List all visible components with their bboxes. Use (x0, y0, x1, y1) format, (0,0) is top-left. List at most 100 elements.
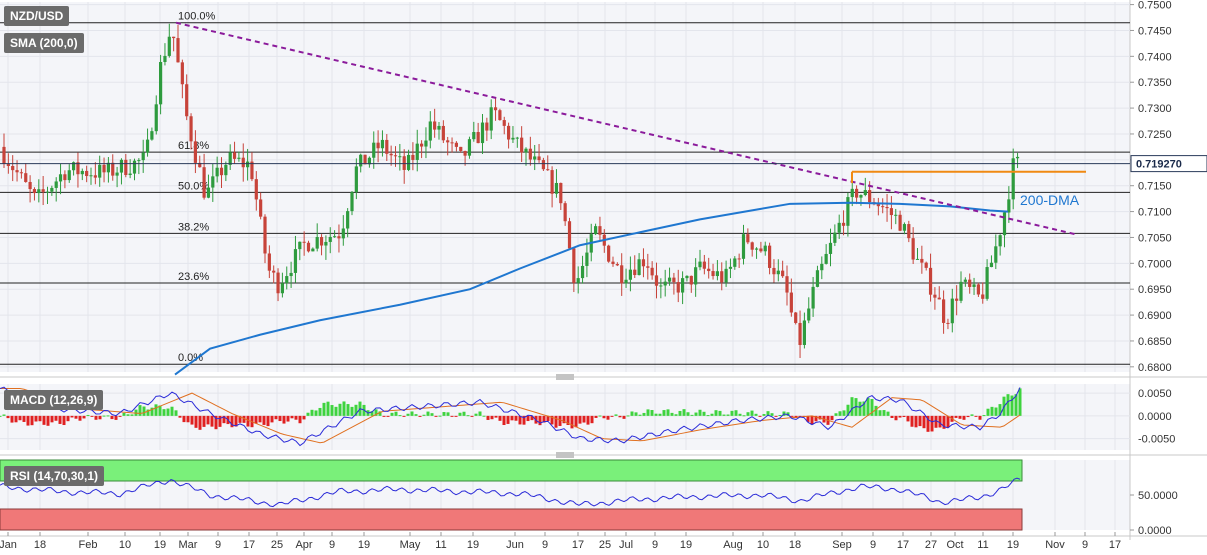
candle-body (620, 265, 624, 284)
macd-histogram-bar (314, 410, 318, 416)
macd-histogram-bar (746, 412, 750, 416)
macd-histogram-bar (714, 410, 718, 416)
macd-histogram-bar (858, 401, 862, 416)
macd-histogram-bar (266, 415, 270, 427)
macd-histogram-bar (622, 415, 626, 419)
macd-histogram-bar (806, 415, 810, 422)
macd-histogram-bar (238, 415, 242, 423)
macd-histogram-bar (26, 415, 30, 426)
candle-body (594, 226, 598, 235)
candle-body (393, 155, 398, 157)
candle-body (206, 187, 211, 198)
macd-histogram-bar (34, 415, 38, 422)
macd-histogram-bar (246, 415, 250, 427)
time-tick-label: 25 (271, 539, 283, 551)
macd-histogram-bar (474, 413, 478, 416)
time-tick-label: Aug (723, 539, 743, 551)
candle-body (846, 197, 850, 226)
candle-body (641, 259, 646, 267)
candle-body (959, 281, 963, 301)
candle-body (759, 248, 763, 252)
macd-histogram-bar (402, 415, 406, 417)
macd-histogram-bar (946, 415, 950, 428)
time-tick-label: Mar (179, 539, 198, 551)
rsi-tick-label: 50.0000 (1138, 490, 1178, 502)
candle-body (811, 286, 815, 309)
macd-histogram-bar (530, 415, 534, 421)
candle-body (915, 258, 920, 260)
candle-body (646, 266, 650, 268)
candle-body (454, 142, 458, 147)
macd-histogram-bar (122, 413, 126, 416)
time-tick-label: Jun (506, 539, 524, 551)
macd-histogram-bar (666, 409, 670, 416)
macd-panel: 0.0050 0.0000 -0.0050 (0, 386, 1175, 447)
macd-histogram-bar (234, 415, 238, 427)
candle-body (185, 84, 189, 117)
macd-histogram-bar (370, 411, 374, 416)
macd-histogram-bar (262, 415, 266, 425)
price-tick-label: 0.7300 (1138, 103, 1172, 115)
candle-body (772, 267, 776, 275)
candle-body (928, 267, 933, 295)
candle-body (881, 206, 885, 208)
candle-body (785, 276, 789, 293)
macd-histogram-bar (926, 415, 930, 432)
candle-body (259, 199, 263, 217)
time-tick-label: 19 (467, 539, 479, 551)
macd-histogram-bar (270, 415, 274, 423)
candle-body (776, 270, 780, 275)
candle-body (746, 234, 750, 243)
candle-body (28, 181, 32, 190)
macd-histogram-bar (278, 415, 282, 422)
time-tick-label: 17 (1109, 539, 1121, 551)
candle-body (193, 141, 197, 163)
candle-body (907, 224, 911, 239)
candle-body (828, 242, 833, 254)
candle-body (37, 189, 41, 194)
candle-body (985, 267, 989, 299)
macd-histogram-bar (494, 415, 498, 418)
macd-histogram-bar (778, 414, 782, 416)
macd-histogram-bar (986, 408, 990, 416)
time-tick-label: 19 (154, 539, 166, 551)
candle-body (889, 208, 893, 216)
candle-body (341, 228, 345, 239)
macd-histogram-bar (350, 406, 354, 416)
macd-histogram-bar (458, 412, 462, 416)
macd-histogram-bar (194, 415, 198, 428)
candle-body (781, 270, 785, 277)
candle-body (576, 278, 580, 283)
macd-tick-label: 0.0000 (1138, 411, 1172, 423)
sma-200-label: 200-DMA (1020, 192, 1080, 208)
macd-histogram-bar (54, 415, 58, 421)
candle-body (981, 294, 985, 299)
candle-body (807, 308, 811, 321)
candle-body (250, 161, 254, 180)
candle-body (32, 189, 37, 194)
candle-body (346, 211, 350, 229)
macd-histogram-bar (146, 409, 150, 416)
current-price-label: 0.719270 (1136, 159, 1182, 171)
candle-body (942, 299, 946, 323)
macd-histogram-bar (814, 415, 818, 422)
candle-body (463, 150, 467, 156)
macd-histogram-bar (0, 415, 2, 417)
candle-body (976, 284, 980, 295)
macd-histogram-bar (658, 413, 662, 416)
candle-body (698, 261, 702, 268)
macd-histogram-bar (46, 415, 50, 426)
macd-histogram-bar (434, 415, 438, 417)
candle-body (707, 268, 711, 272)
macd-histogram-bar (82, 415, 86, 419)
macd-histogram-bar (318, 407, 322, 416)
rsi-indicator-label: RSI (14,70,30,1) (4, 466, 105, 486)
candle-body (654, 275, 659, 286)
candle-body (894, 214, 898, 216)
macd-histogram-bar (298, 415, 302, 424)
candle-body (515, 137, 519, 139)
candle-body (11, 166, 15, 171)
macd-histogram-bar (590, 415, 594, 424)
macd-tick-label: 0.0050 (1138, 388, 1172, 400)
candle-body (741, 234, 746, 259)
